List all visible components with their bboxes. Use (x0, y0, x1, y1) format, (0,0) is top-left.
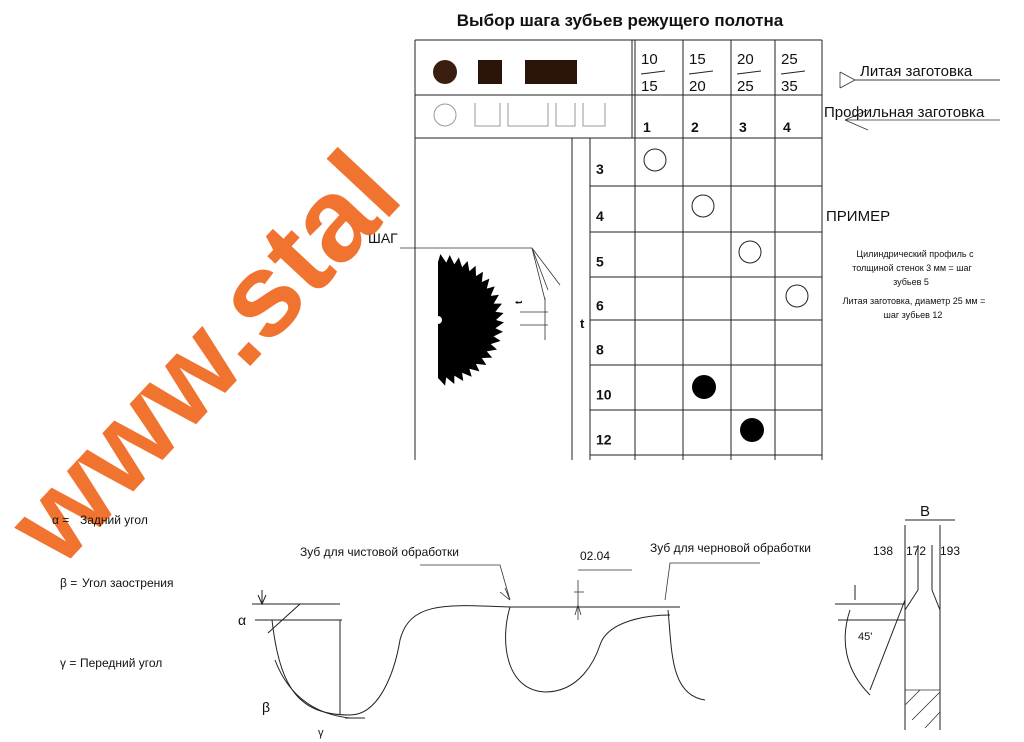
legend-text: Задний угол (80, 513, 148, 527)
size: 138 (873, 544, 893, 558)
fraction-bottom: 25 (737, 78, 754, 95)
fraction-top: 15 (689, 51, 706, 68)
fraction-top: 10 (641, 51, 658, 68)
fraction-bar (688, 70, 714, 75)
fraction-bar (640, 70, 666, 75)
column-number: 2 (691, 119, 699, 135)
example-line: Цилиндрический профиль с (856, 249, 974, 259)
size: 193 (940, 544, 960, 558)
tooth-profile (252, 519, 955, 730)
table-frame (414, 39, 823, 460)
profile-icons (433, 103, 606, 127)
gamma-label: γ (318, 727, 324, 739)
example-title: ПРИМЕР (826, 208, 890, 225)
legend: α = Задний угол β = Угол заострения γ = … (52, 513, 173, 670)
column-number: 4 (783, 119, 791, 135)
step-number: 12 (596, 432, 612, 448)
rough-label: Зуб для черновой обработки (650, 541, 811, 555)
legend-text: Угол заострения (82, 576, 173, 590)
fraction-top: 20 (737, 51, 754, 68)
saw-t: t (514, 300, 525, 304)
section-label: B (920, 503, 930, 520)
legend-text: Передний угол (80, 656, 162, 670)
step-number: 10 (596, 387, 612, 403)
step-number: 4 (596, 208, 604, 224)
legend-symbol: β = (60, 576, 77, 590)
step-number: 3 (596, 161, 604, 177)
profile-label: Профильная заготовка (824, 104, 985, 121)
dim-label: 02.04 (580, 549, 610, 563)
column-number: 3 (739, 119, 747, 135)
example-line: толщиной стенок 3 мм = шаг (852, 263, 972, 273)
example-line: зубьев 5 (893, 277, 929, 287)
example-line: шаг зубьев 12 (884, 310, 943, 320)
fraction-bottom: 20 (689, 78, 706, 95)
size: 172 (906, 544, 926, 558)
cast-icons (433, 60, 577, 84)
legend-symbol: γ = (60, 656, 76, 670)
arrows (839, 71, 1000, 131)
step-number: 8 (596, 342, 604, 358)
saw (400, 247, 561, 386)
finish-label: Зуб для чистовой обработки (300, 545, 459, 559)
cast-label: Литая заготовка (860, 63, 973, 80)
profile-labels: Зуб для чистовой обработки 02.04 Зуб для… (238, 503, 960, 739)
step-number: 6 (596, 298, 604, 314)
fraction-bottom: 15 (641, 78, 658, 95)
alpha-label: α (238, 612, 246, 628)
table-marks (643, 148, 809, 442)
example-line: Литая заготовка, диаметр 25 мм = (843, 296, 986, 306)
fraction-top: 25 (781, 51, 798, 68)
fraction-bottom: 35 (781, 78, 798, 95)
step-number: 5 (596, 254, 604, 270)
beta-label: β (262, 699, 270, 715)
pitch-label: ШАГ (368, 230, 398, 246)
fraction-bar (780, 70, 806, 75)
angle-label: 45' (858, 631, 872, 643)
step-label: t (580, 316, 585, 331)
example-text: Цилиндрический профиль с толщиной стенок… (843, 249, 986, 320)
legend-symbol: α = (52, 513, 69, 527)
column-number: 1 (643, 119, 651, 135)
title: Выбор шага зубьев режущего полотна (457, 11, 784, 30)
fraction-bar (736, 70, 762, 75)
